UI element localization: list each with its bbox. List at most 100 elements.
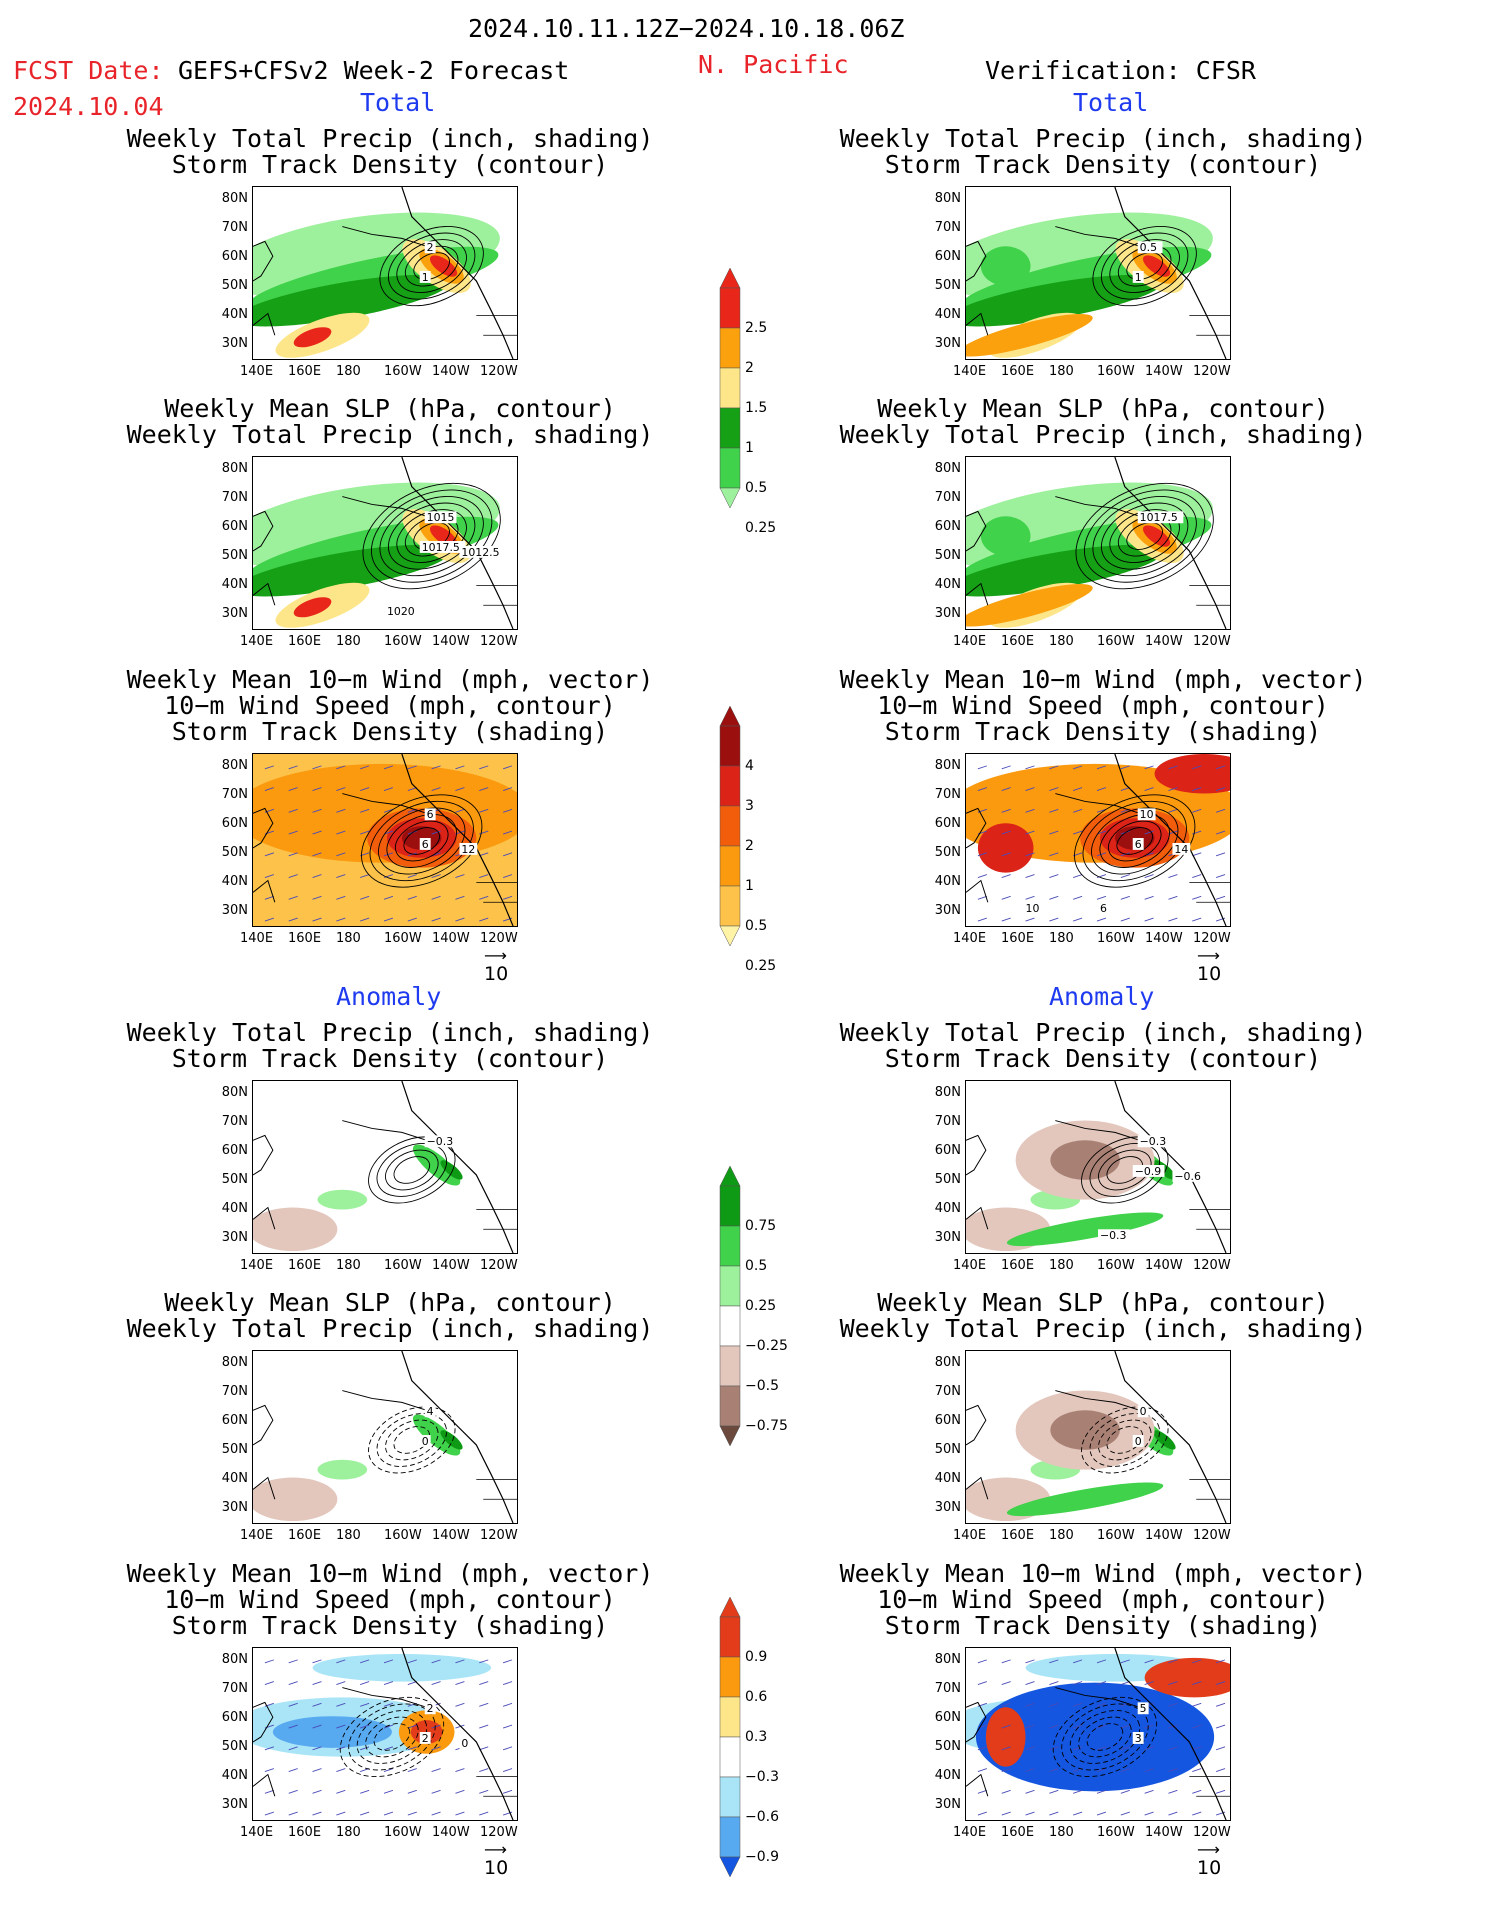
wind-vector	[383, 917, 394, 922]
colorbar-precip_anom	[719, 1166, 741, 1447]
wind-vector	[336, 895, 346, 900]
map-canvas: 1015 1017.5 1012.5 1020	[253, 457, 517, 629]
colorbar-segment	[719, 1696, 741, 1738]
lat-tick-label: 50N	[934, 1172, 961, 1187]
asia-coastline	[966, 1404, 987, 1446]
wind-vector	[977, 1681, 987, 1685]
svg-text:−0.3: −0.3	[1140, 1135, 1167, 1148]
colorbar-tick-label: −0.25	[745, 1338, 788, 1354]
colorbar-tick-label: −0.6	[745, 1809, 779, 1825]
contour-label: 6	[1132, 838, 1144, 851]
contour-line	[393, 1426, 431, 1454]
wind-vector	[479, 1702, 489, 1707]
wind-vector	[1168, 895, 1178, 900]
lon-tick-label: 160W	[384, 1258, 422, 1273]
panel-title: Weekly Total Precip (inch, shading) Storm…	[90, 126, 690, 178]
svg-text:−0.3: −0.3	[1100, 1229, 1127, 1242]
wind-vector	[977, 787, 987, 791]
wind-vector	[1049, 852, 1059, 857]
wind-vector	[288, 830, 298, 835]
wind-vector	[1168, 1681, 1178, 1685]
wind-vector	[1025, 1724, 1035, 1729]
wind-vector	[336, 765, 346, 770]
colorbar-tick-label: −0.75	[745, 1418, 788, 1434]
map-panel: −0.3	[252, 1080, 518, 1254]
lon-tick-label: 160W	[384, 364, 422, 379]
wind-vector	[479, 830, 489, 835]
lat-tick-label: 40N	[934, 577, 961, 592]
svg-text:0: 0	[1135, 1435, 1142, 1448]
lat-tick-label: 80N	[934, 461, 961, 476]
contour-line	[1074, 794, 1196, 888]
lon-tick-label: 120W	[480, 1825, 518, 1840]
contour-line	[1082, 800, 1187, 882]
contour-line	[1116, 827, 1153, 855]
wind-vector	[312, 1681, 322, 1685]
map-panel: 10 6 14 6 10	[965, 753, 1231, 927]
state-borders	[1189, 882, 1230, 903]
wind-vector	[383, 852, 394, 857]
colorbar-segment	[719, 1736, 741, 1778]
wind-vector	[288, 1768, 298, 1772]
wind-vector	[1073, 765, 1083, 770]
panel-title-line: Weekly Mean 10−m Wind (mph, vector)	[126, 665, 654, 694]
state-borders	[1189, 1776, 1230, 1797]
lon-tick-label: 160W	[1097, 1258, 1135, 1273]
colorbar-segment	[719, 1776, 741, 1818]
lon-tick-label: 160W	[384, 634, 422, 649]
wind-vector	[1144, 1746, 1154, 1751]
map-canvas: 6 6 12	[253, 754, 517, 926]
lon-tick-label: 140E	[953, 634, 987, 649]
wind-vector	[264, 917, 274, 922]
wind-vector	[1025, 895, 1035, 900]
contour-label: 1020	[385, 605, 417, 618]
lon-tick-label: 140W	[1145, 1825, 1183, 1840]
colorbar-tick-label: −0.9	[745, 1849, 779, 1865]
contour-label: 14	[1172, 843, 1191, 856]
wind-vector	[1096, 787, 1107, 791]
lon-tick-label: 140E	[953, 931, 987, 946]
wind-vector	[977, 852, 987, 857]
lat-tick-label: 30N	[221, 1797, 248, 1812]
colorbar-bottom-triangle	[719, 1425, 741, 1447]
wind-vector	[1096, 1768, 1107, 1772]
wind-vector	[1049, 917, 1059, 922]
wind-vector	[502, 1702, 513, 1707]
wind-vector	[1049, 874, 1059, 878]
lat-tick-label: 40N	[934, 874, 961, 889]
contour-line	[1052, 1696, 1158, 1778]
colorbar-segment	[719, 1656, 741, 1698]
japan-coastline	[966, 879, 989, 903]
asia-coastline	[966, 240, 987, 282]
lat-tick-label: 40N	[221, 1471, 248, 1486]
contour-line	[1117, 515, 1172, 557]
wind-vector	[312, 852, 322, 857]
svg-text:0: 0	[422, 1435, 429, 1448]
wind-vector	[502, 787, 513, 791]
svg-text:1012.5: 1012.5	[461, 546, 499, 559]
wind-vector	[383, 765, 394, 770]
contour-label: −0.3	[1137, 1135, 1170, 1148]
contour-line	[1091, 807, 1179, 875]
aleutian-coast	[342, 1687, 427, 1708]
vector-reference: ⟶ 10	[1197, 1842, 1221, 1880]
lat-tick-label: 60N	[221, 1143, 248, 1158]
asia-coastline	[253, 510, 274, 552]
contour-label: −0.9	[1132, 1165, 1165, 1178]
wind-vector	[360, 1702, 370, 1707]
wind-vector	[1001, 1724, 1011, 1729]
lon-tick-label: 120W	[1193, 1258, 1231, 1273]
svg-text:0.5: 0.5	[1140, 241, 1157, 254]
wind-vector	[360, 874, 370, 878]
contour-line	[1069, 1710, 1141, 1764]
contour-line	[379, 496, 484, 577]
negative-anom-core	[1050, 1140, 1120, 1180]
panel-title: Weekly Total Precip (inch, shading) Storm…	[803, 126, 1403, 178]
colorbar-tick-label: 0.5	[745, 480, 768, 496]
wind-vector	[336, 1746, 346, 1751]
wind-vector	[479, 874, 489, 878]
wind-vector	[479, 787, 489, 791]
contour-line	[1078, 1716, 1132, 1758]
colorbar-tick-label: 2	[745, 838, 754, 854]
